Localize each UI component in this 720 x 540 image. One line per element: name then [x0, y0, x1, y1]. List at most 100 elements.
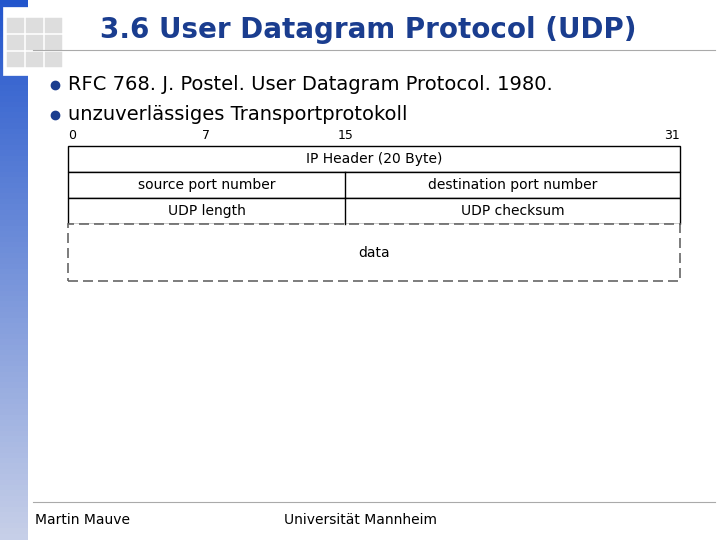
Bar — [0, 469, 28, 475]
Bar — [0, 15, 28, 22]
Bar — [0, 339, 28, 346]
Bar — [0, 58, 28, 65]
Bar — [0, 534, 28, 540]
Bar — [0, 253, 28, 259]
Bar — [0, 420, 28, 427]
Bar — [0, 485, 28, 491]
Bar — [0, 150, 28, 157]
Text: UDP checksum: UDP checksum — [461, 204, 564, 218]
Bar — [0, 328, 28, 335]
Bar — [0, 285, 28, 292]
Bar — [0, 123, 28, 130]
Text: unzuverlässiges Transportprotokoll: unzuverlässiges Transportprotokoll — [68, 105, 408, 125]
Bar — [0, 366, 28, 373]
Bar — [68, 198, 680, 224]
Bar — [0, 431, 28, 437]
Bar — [0, 237, 28, 243]
Bar — [0, 355, 28, 362]
Bar — [68, 172, 680, 198]
Bar — [0, 404, 28, 410]
Bar — [0, 26, 28, 32]
Bar — [0, 37, 28, 43]
Bar — [0, 528, 28, 535]
Bar — [0, 291, 28, 297]
Text: UDP length: UDP length — [168, 204, 246, 218]
Bar — [68, 146, 680, 172]
Bar — [0, 350, 28, 356]
Bar — [0, 334, 28, 340]
Bar — [0, 399, 28, 405]
Bar — [0, 139, 28, 146]
Bar — [45, 18, 62, 33]
Bar — [0, 474, 28, 481]
Text: destination port number: destination port number — [428, 178, 598, 192]
Bar — [0, 296, 28, 302]
Bar — [3, 7, 73, 75]
Bar — [0, 463, 28, 470]
Bar — [0, 415, 28, 421]
Bar — [0, 112, 28, 119]
Text: IP Header (20 Byte): IP Header (20 Byte) — [306, 152, 442, 166]
Text: Universität Mannheim: Universität Mannheim — [284, 513, 436, 527]
Text: Martin Mauve: Martin Mauve — [35, 513, 130, 527]
Bar — [0, 393, 28, 400]
Bar — [0, 496, 28, 502]
Bar — [0, 501, 28, 508]
Bar — [0, 102, 28, 108]
Bar — [0, 382, 28, 389]
Bar — [0, 280, 28, 286]
Text: 3.6 User Datagram Protocol (UDP): 3.6 User Datagram Protocol (UDP) — [100, 16, 636, 44]
Bar — [0, 161, 28, 167]
Bar — [0, 226, 28, 232]
Bar — [0, 458, 28, 464]
Bar — [0, 145, 28, 151]
Bar — [0, 507, 28, 513]
Bar — [0, 388, 28, 394]
Bar — [0, 480, 28, 486]
Bar — [0, 69, 28, 76]
Bar — [0, 85, 28, 92]
Bar — [0, 264, 28, 270]
Bar — [0, 48, 28, 54]
Bar — [0, 307, 28, 313]
Bar — [0, 204, 28, 211]
Text: RFC 768. J. Postel. User Datagram Protocol. 1980.: RFC 768. J. Postel. User Datagram Protoc… — [68, 76, 553, 94]
Bar — [0, 490, 28, 497]
Bar — [0, 188, 28, 194]
Bar — [0, 426, 28, 432]
Bar — [0, 318, 28, 324]
Bar — [0, 447, 28, 454]
Bar — [0, 409, 28, 416]
Bar — [0, 0, 28, 5]
Bar — [0, 442, 28, 448]
Text: 31: 31 — [665, 129, 680, 142]
Text: 7: 7 — [202, 129, 210, 142]
Bar — [0, 242, 28, 248]
Bar — [0, 64, 28, 70]
Bar — [0, 323, 28, 329]
Bar — [0, 361, 28, 367]
Bar — [0, 53, 28, 59]
Text: data: data — [358, 246, 390, 260]
Bar — [0, 301, 28, 308]
Text: source port number: source port number — [138, 178, 275, 192]
Text: 15: 15 — [337, 129, 354, 142]
Bar — [0, 91, 28, 97]
Bar — [0, 118, 28, 124]
Bar — [0, 193, 28, 200]
Bar — [0, 42, 28, 49]
Bar — [0, 215, 28, 221]
Bar — [0, 312, 28, 319]
Bar — [0, 80, 28, 86]
Bar — [0, 274, 28, 281]
Bar — [45, 52, 62, 67]
Bar — [0, 10, 28, 16]
Bar — [0, 177, 28, 184]
Bar — [26, 52, 43, 67]
Bar — [0, 231, 28, 238]
Bar — [0, 166, 28, 173]
Bar — [0, 4, 28, 11]
Bar — [45, 35, 62, 50]
Bar — [0, 172, 28, 178]
Bar — [0, 258, 28, 265]
